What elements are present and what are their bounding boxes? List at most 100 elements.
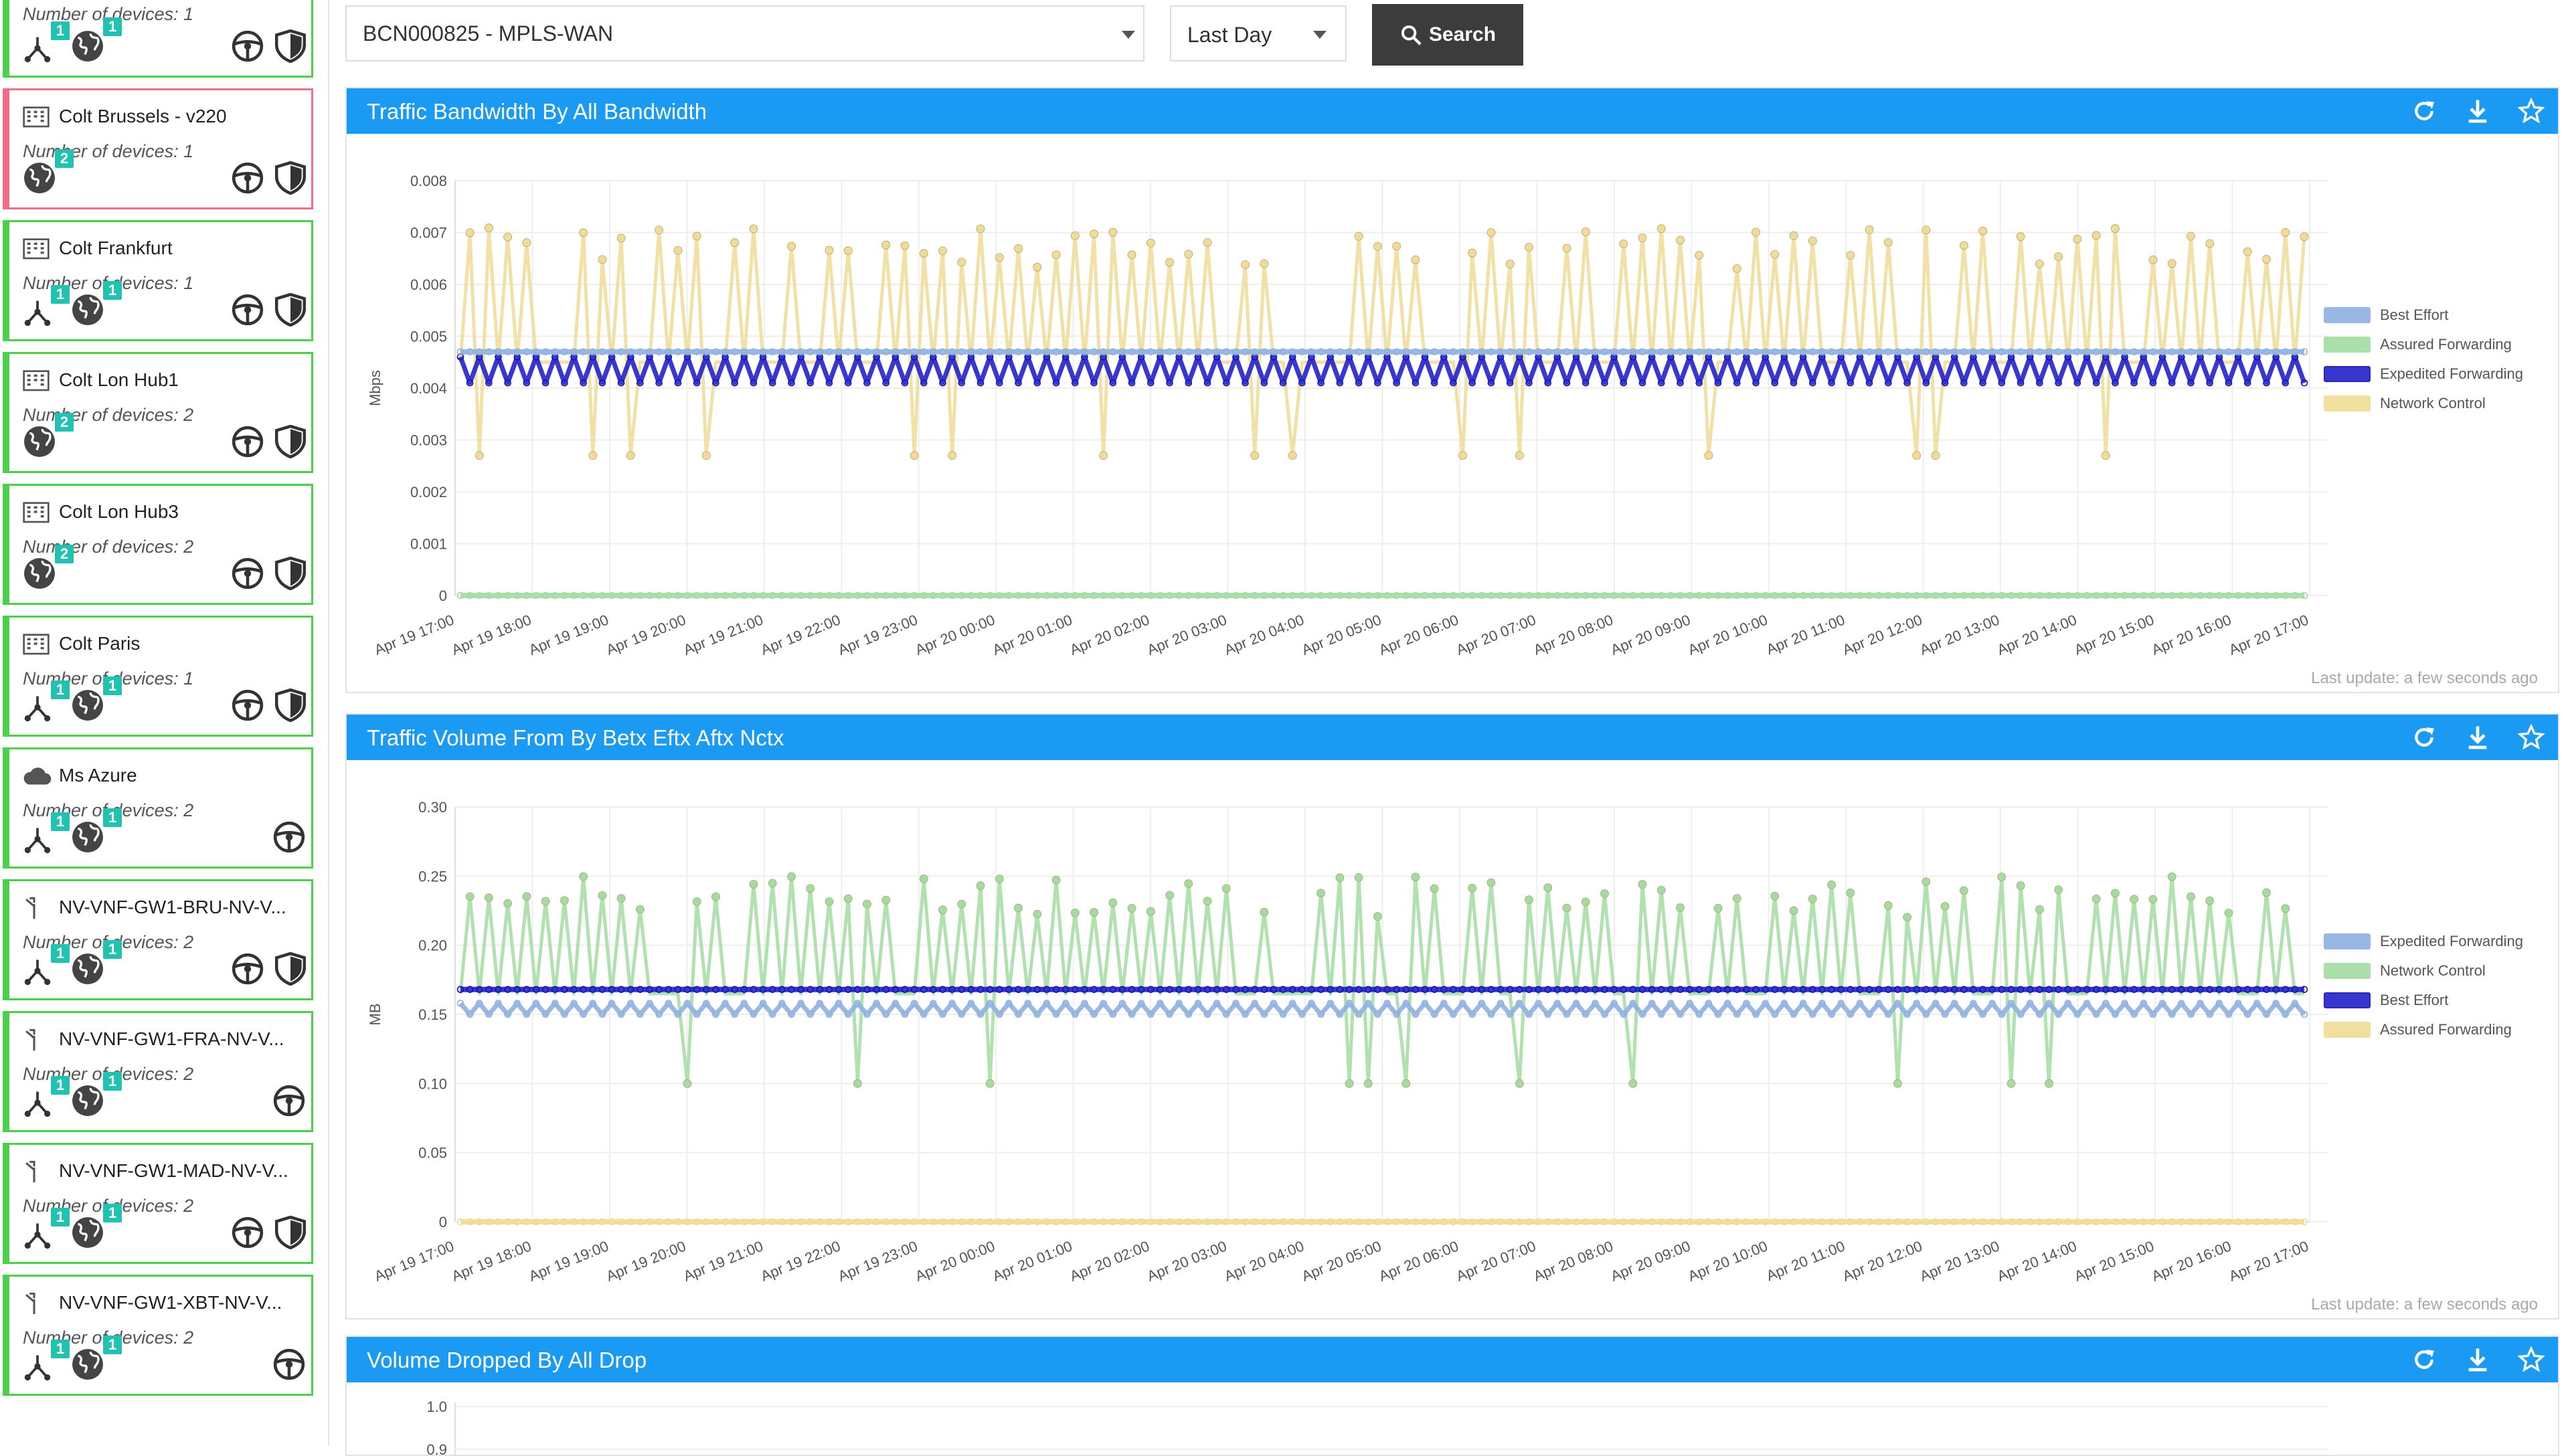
steering-wheel-icon[interactable] — [220, 161, 264, 198]
star-icon[interactable] — [2518, 724, 2545, 751]
search-button[interactable]: Search — [1372, 4, 1523, 66]
data-point — [1336, 986, 1344, 994]
shield-icon[interactable] — [264, 161, 307, 198]
router-icon[interactable]: 1 — [23, 944, 70, 989]
globe-icon[interactable]: 1 — [71, 808, 122, 857]
router-icon[interactable]: 1 — [23, 285, 70, 330]
globe-icon[interactable]: 1 — [71, 1204, 122, 1253]
refresh-icon[interactable] — [2411, 1346, 2437, 1373]
steering-wheel-icon[interactable] — [220, 293, 264, 330]
x-tick-label: Apr 20 07:00 — [1454, 1237, 1538, 1284]
data-point — [939, 1010, 946, 1018]
data-point — [1885, 986, 1892, 994]
data-point — [787, 872, 796, 881]
data-point — [1988, 986, 1996, 994]
data-point — [1147, 592, 1154, 600]
download-icon[interactable] — [2464, 1346, 2491, 1373]
data-point — [1478, 348, 1486, 356]
data-point — [1903, 1010, 1911, 1018]
data-point — [1695, 348, 1703, 356]
shield-icon[interactable] — [264, 29, 307, 66]
steering-wheel-icon[interactable] — [220, 689, 264, 725]
router-icon[interactable]: 1 — [23, 21, 70, 66]
data-point — [1818, 986, 1826, 994]
globe-icon[interactable]: 1 — [71, 17, 122, 66]
shield-icon[interactable] — [264, 556, 307, 594]
data-point — [1733, 1218, 1741, 1226]
site-card[interactable]: NV-VNF-GW1-MAD-NV-V... Number of devices:… — [3, 1143, 313, 1264]
site-card[interactable]: Colt Brussels - v220 Number of devices: 1… — [3, 88, 313, 209]
period-select[interactable]: Last Day — [1170, 5, 1347, 62]
data-point — [1601, 348, 1608, 356]
data-point — [1450, 986, 1457, 994]
data-point — [882, 379, 890, 387]
globe-icon[interactable]: 1 — [71, 1072, 122, 1121]
globe-icon[interactable]: 1 — [71, 1336, 122, 1384]
site-card[interactable]: NV-VNF-GW1-FRA-NV-V... Number of devices:… — [3, 1011, 313, 1132]
router-icon[interactable]: 1 — [23, 1340, 70, 1384]
shield-icon[interactable] — [264, 292, 307, 330]
steering-wheel-icon[interactable] — [220, 952, 264, 989]
shield-icon[interactable] — [264, 951, 307, 989]
globe-icon[interactable]: 2 — [23, 149, 74, 198]
globe-icon[interactable]: 2 — [23, 545, 74, 594]
data-point — [674, 379, 682, 387]
download-icon[interactable] — [2464, 724, 2491, 751]
router-icon[interactable]: 1 — [23, 812, 70, 857]
globe-icon[interactable]: 1 — [71, 281, 122, 330]
shield-icon[interactable] — [264, 688, 307, 725]
data-point — [1175, 1000, 1183, 1007]
star-icon[interactable] — [2518, 1346, 2545, 1373]
device-select[interactable]: BCN000825 - MPLS-WAN — [345, 5, 1144, 62]
data-point — [1743, 986, 1750, 994]
router-icon[interactable]: 1 — [23, 1076, 70, 1121]
data-point — [1194, 1218, 1202, 1226]
globe-icon[interactable]: 1 — [71, 676, 122, 725]
data-point — [768, 592, 776, 600]
steering-wheel-icon[interactable] — [220, 425, 264, 462]
data-point — [1355, 986, 1363, 994]
data-point — [1194, 986, 1202, 994]
steering-wheel-icon[interactable] — [262, 1348, 306, 1384]
star-icon[interactable] — [2518, 98, 2545, 124]
data-point — [1572, 1000, 1580, 1007]
globe-icon[interactable]: 1 — [71, 940, 122, 989]
refresh-icon[interactable] — [2411, 98, 2437, 124]
data-point — [2225, 1010, 2233, 1018]
steering-wheel-icon[interactable] — [220, 1216, 264, 1253]
globe-icon[interactable]: 2 — [23, 413, 74, 462]
download-icon[interactable] — [2464, 98, 2491, 124]
steering-wheel-icon[interactable] — [262, 1084, 306, 1121]
data-point — [1108, 227, 1118, 237]
legend-label: Assured Forwarding — [2380, 336, 2512, 353]
data-point — [1015, 986, 1022, 994]
panel-title: Traffic Bandwidth By All Bandwidth — [367, 99, 707, 124]
steering-wheel-icon[interactable] — [220, 557, 264, 594]
refresh-icon[interactable] — [2411, 724, 2437, 751]
data-point — [816, 592, 824, 600]
site-card[interactable]: NV-VNF-GW1-XBT-NV-V... Number of devices:… — [3, 1275, 313, 1396]
x-tick-label: Apr 19 19:00 — [527, 1237, 611, 1284]
data-point — [1487, 348, 1495, 356]
steering-wheel-icon[interactable] — [262, 820, 306, 857]
data-point — [1015, 379, 1022, 387]
router-icon[interactable]: 1 — [23, 1208, 70, 1253]
router-icon[interactable]: 1 — [23, 680, 70, 725]
data-point — [2243, 1218, 2251, 1226]
building-icon — [23, 632, 50, 655]
shield-icon[interactable] — [264, 1215, 307, 1253]
data-point — [1100, 1218, 1108, 1226]
shield-icon[interactable] — [264, 424, 307, 462]
site-card[interactable]: NV-VNF-GW1-BRU-NV-V... Number of devices:… — [3, 879, 313, 1000]
data-point — [1601, 1010, 1608, 1018]
data-point — [475, 592, 483, 600]
data-point — [1809, 986, 1816, 994]
steering-wheel-icon[interactable] — [220, 29, 264, 66]
data-point — [1241, 1010, 1249, 1018]
